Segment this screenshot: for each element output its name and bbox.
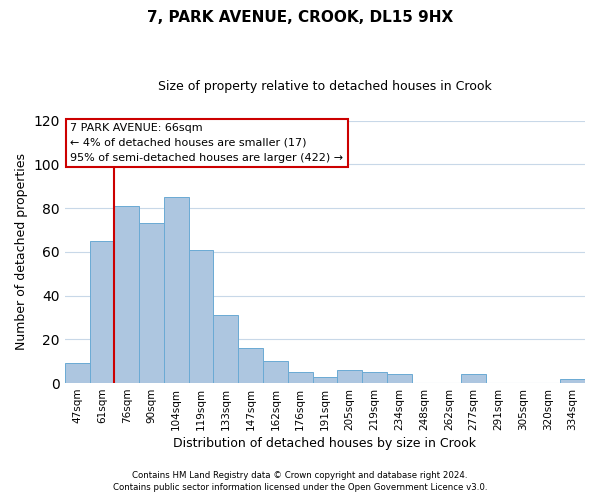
X-axis label: Distribution of detached houses by size in Crook: Distribution of detached houses by size … xyxy=(173,437,476,450)
Y-axis label: Number of detached properties: Number of detached properties xyxy=(15,154,28,350)
Bar xyxy=(65,364,89,383)
Bar xyxy=(164,197,188,383)
Bar xyxy=(461,374,486,383)
Bar xyxy=(89,241,115,383)
Bar xyxy=(188,250,214,383)
Bar xyxy=(238,348,263,383)
Bar xyxy=(337,370,362,383)
Text: 7 PARK AVENUE: 66sqm
← 4% of detached houses are smaller (17)
95% of semi-detach: 7 PARK AVENUE: 66sqm ← 4% of detached ho… xyxy=(70,123,343,163)
Bar xyxy=(288,372,313,383)
Bar xyxy=(313,376,337,383)
Bar xyxy=(214,316,238,383)
Bar xyxy=(362,372,387,383)
Bar xyxy=(115,206,139,383)
Bar xyxy=(139,224,164,383)
Text: Contains HM Land Registry data © Crown copyright and database right 2024.
Contai: Contains HM Land Registry data © Crown c… xyxy=(113,471,487,492)
Bar xyxy=(263,361,288,383)
Text: 7, PARK AVENUE, CROOK, DL15 9HX: 7, PARK AVENUE, CROOK, DL15 9HX xyxy=(147,10,453,25)
Bar xyxy=(560,378,585,383)
Bar xyxy=(387,374,412,383)
Title: Size of property relative to detached houses in Crook: Size of property relative to detached ho… xyxy=(158,80,492,93)
